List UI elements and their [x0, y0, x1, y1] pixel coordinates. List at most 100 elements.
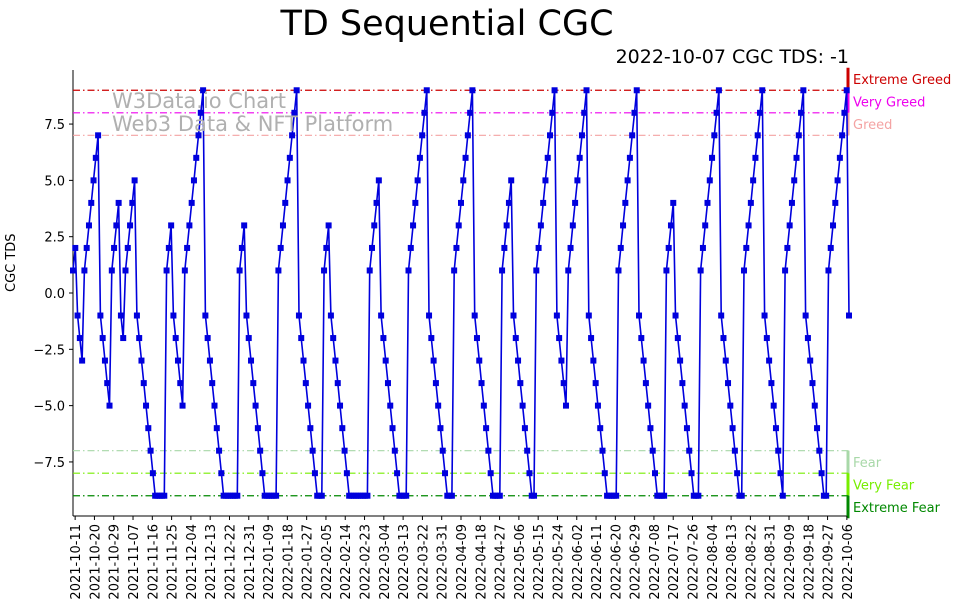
- data-point: [620, 222, 627, 229]
- data-point: [772, 425, 779, 432]
- data-point: [423, 87, 430, 94]
- data-point: [325, 222, 332, 229]
- data-point: [95, 132, 102, 139]
- threshold-label: Very Fear: [853, 478, 915, 493]
- data-point: [245, 335, 252, 342]
- data-point: [380, 335, 387, 342]
- data-point: [311, 470, 318, 477]
- data-point: [309, 447, 316, 454]
- data-point: [188, 199, 195, 206]
- data-point: [636, 312, 643, 319]
- data-point: [195, 132, 202, 139]
- threshold-label: Extreme Fear: [853, 501, 941, 516]
- data-point: [122, 267, 129, 274]
- x-tick-label: 2022-05-15: [532, 524, 547, 600]
- data-point: [718, 312, 725, 319]
- data-point: [839, 132, 846, 139]
- data-point: [547, 132, 554, 139]
- data-point: [544, 154, 551, 161]
- chart-subtitle: 2022-10-07 CGC TDS: -1: [615, 46, 849, 68]
- data-point: [763, 335, 770, 342]
- data-point: [802, 312, 809, 319]
- x-tick-label: 2021-11-25: [166, 524, 181, 600]
- data-point: [145, 425, 152, 432]
- data-point: [581, 109, 588, 116]
- x-tick-label: 2022-09-18: [802, 524, 817, 600]
- chart-title: TD Sequential CGC: [280, 4, 614, 44]
- data-point: [387, 402, 394, 409]
- data-point: [677, 357, 684, 364]
- data-point: [473, 335, 480, 342]
- data-point: [807, 357, 814, 364]
- x-tick-label: 2022-07-08: [648, 524, 663, 600]
- data-point: [334, 380, 341, 387]
- data-point: [775, 447, 782, 454]
- x-tick-label: 2021-11-07: [127, 524, 142, 600]
- x-tick-label: 2022-01-18: [281, 524, 296, 600]
- data-point: [76, 335, 83, 342]
- data-point: [622, 199, 629, 206]
- data-point: [638, 335, 645, 342]
- data-point: [779, 492, 786, 499]
- data-point: [305, 402, 312, 409]
- data-point: [652, 470, 658, 477]
- data-point: [414, 177, 421, 184]
- data-point: [478, 380, 485, 387]
- data-point: [798, 109, 805, 116]
- data-point: [277, 244, 284, 251]
- data-point: [734, 470, 741, 477]
- data-point: [442, 470, 449, 477]
- y-tick-label: 7.5: [44, 118, 65, 133]
- data-point: [464, 132, 471, 139]
- x-tick-label: 2022-09-27: [822, 524, 837, 600]
- data-point: [451, 267, 458, 274]
- data-point: [834, 177, 841, 184]
- x-tick-label: 2021-12-04: [185, 524, 200, 600]
- data-point: [521, 425, 528, 432]
- data-point: [524, 447, 531, 454]
- data-point: [572, 199, 579, 206]
- data-point: [526, 470, 533, 477]
- data-point: [412, 199, 419, 206]
- data-point: [672, 312, 679, 319]
- data-point: [720, 335, 727, 342]
- data-point: [439, 447, 446, 454]
- data-point: [179, 402, 186, 409]
- data-point: [823, 492, 830, 499]
- data-point: [211, 402, 218, 409]
- data-point: [553, 312, 560, 319]
- data-point: [565, 267, 572, 274]
- data-point: [706, 177, 713, 184]
- data-point: [770, 402, 777, 409]
- data-point: [101, 357, 108, 364]
- data-point: [200, 87, 207, 94]
- data-point: [448, 492, 455, 499]
- watermark-line-2: Web3 Data & NFT Platform: [112, 112, 394, 136]
- data-point: [640, 357, 647, 364]
- data-point: [788, 199, 795, 206]
- data-point: [754, 132, 761, 139]
- data-point: [599, 447, 606, 454]
- data-point: [697, 267, 704, 274]
- data-point: [825, 267, 832, 274]
- x-tick-label: 2022-09-09: [783, 524, 798, 600]
- data-point: [384, 380, 391, 387]
- data-point: [140, 380, 147, 387]
- data-point: [759, 87, 766, 94]
- data-point: [567, 244, 574, 251]
- data-point: [284, 177, 291, 184]
- data-point: [254, 425, 261, 432]
- watermark-line-1: W3Data.io Chart: [112, 89, 287, 113]
- x-tick-label: 2022-08-31: [764, 524, 779, 600]
- data-point: [136, 335, 143, 342]
- data-point: [766, 357, 773, 364]
- x-tick-label: 2021-10-11: [69, 524, 84, 600]
- data-point: [88, 199, 95, 206]
- data-point: [279, 222, 286, 229]
- data-point: [688, 470, 695, 477]
- data-point: [679, 380, 686, 387]
- data-point: [594, 402, 601, 409]
- data-point: [540, 199, 547, 206]
- data-point: [216, 447, 223, 454]
- data-point: [104, 380, 111, 387]
